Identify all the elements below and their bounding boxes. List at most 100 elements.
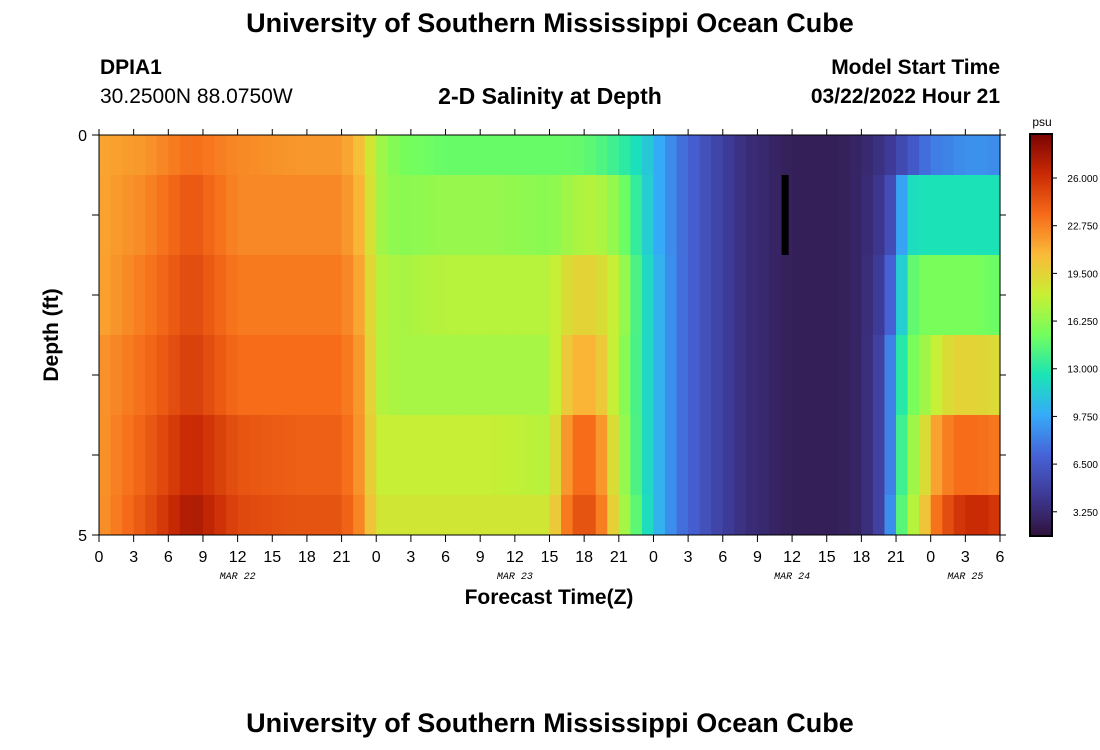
heatmap-cell [191, 415, 204, 496]
heatmap-cell [422, 415, 435, 496]
heatmap-cell [549, 495, 562, 536]
heatmap-cell [145, 135, 158, 176]
heatmap-cell [537, 175, 551, 256]
heatmap-cell [283, 255, 296, 336]
heatmap-cell [861, 335, 874, 416]
heatmap-cell [318, 255, 331, 336]
heatmap-cell [641, 495, 655, 536]
heatmap-cell [122, 495, 135, 536]
heatmap-cell [480, 415, 493, 496]
heatmap-cell [433, 415, 447, 496]
heatmap-cell [537, 495, 551, 536]
x-tick-label: 6 [441, 549, 450, 566]
heatmap-cell [919, 135, 932, 176]
heatmap-cell [191, 175, 204, 256]
heatmap-cell [584, 175, 597, 256]
heatmap-cell [99, 335, 112, 416]
heatmap-cell [202, 335, 216, 416]
x-tick-label: 21 [887, 549, 905, 566]
heatmap-cell [953, 335, 966, 416]
x-tick-label: 18 [852, 549, 870, 566]
heatmap-cell [872, 135, 886, 176]
heatmap-cell [145, 495, 158, 536]
heatmap-cell [792, 135, 805, 176]
heatmap-cell [526, 175, 539, 256]
heatmap-cell [260, 495, 273, 536]
heatmap-cell [433, 175, 447, 256]
heatmap-cell [965, 415, 978, 496]
heatmap-cell [607, 135, 620, 176]
heatmap-cell [630, 495, 643, 536]
x-tick-label: 15 [541, 549, 559, 566]
heatmap-cell [214, 135, 227, 176]
heatmap-cell [514, 175, 527, 256]
heatmap-cell [387, 415, 400, 496]
colorbar-tick-label: 9.750 [1073, 412, 1098, 423]
heatmap-cell [976, 175, 990, 256]
heatmap-cell [688, 255, 701, 336]
heatmap-cell [399, 335, 412, 416]
heatmap-cell [226, 255, 239, 336]
heatmap-cell [133, 335, 146, 416]
heatmap-cell [930, 335, 943, 416]
heatmap-cells [99, 135, 1001, 536]
heatmap-cell [318, 335, 331, 416]
heatmap-cell [537, 335, 551, 416]
heatmap-cell [884, 135, 897, 176]
heatmap-cell [699, 255, 712, 336]
heatmap-cell [607, 255, 620, 336]
heatmap-cell [514, 255, 527, 336]
heatmap-cell [861, 175, 874, 256]
heatmap-cell [364, 335, 377, 416]
heatmap-cell [665, 135, 678, 176]
heatmap-cell [849, 495, 862, 536]
heatmap-cell [745, 175, 759, 256]
heatmap-cell [468, 255, 481, 336]
heatmap-cell [792, 495, 805, 536]
heatmap-cell [283, 335, 296, 416]
heatmap-cell [526, 255, 539, 336]
heatmap-cell [410, 175, 424, 256]
heatmap-cell [699, 175, 712, 256]
heatmap-cell [815, 135, 828, 176]
heatmap-cell [306, 255, 320, 336]
heatmap-cell [653, 415, 666, 496]
heatmap-cell [237, 255, 250, 336]
heatmap-cell [734, 495, 747, 536]
heatmap-cell [572, 175, 585, 256]
heatmap-cell [353, 335, 366, 416]
heatmap-cell [618, 495, 631, 536]
heatmap-cell [168, 415, 181, 496]
heatmap-cell [364, 495, 377, 536]
heatmap-cell [884, 335, 897, 416]
heatmap-cell [272, 415, 285, 496]
heatmap-cell [861, 255, 874, 336]
heatmap-cell [226, 135, 239, 176]
heatmap-cell [630, 135, 643, 176]
heatmap-cell [595, 335, 608, 416]
heatmap-cell [676, 175, 689, 256]
heatmap-cell [237, 135, 250, 176]
axes: 0 3 6 9 12 15 18 21 0 3 6 9 12 15 18 21 0 3 6 9 12 15 18 21 0 3 6 M… [78, 128, 1006, 583]
heatmap-cell [410, 415, 424, 496]
heatmap-cell [711, 415, 724, 496]
heatmap-cell [988, 415, 1001, 496]
heatmap-cell [145, 175, 158, 256]
heatmap-cell [272, 255, 285, 336]
heatmap-cell [110, 255, 123, 336]
heatmap-cell [896, 135, 909, 176]
heatmap-cell [734, 135, 747, 176]
heatmap-cell [549, 415, 562, 496]
position-marker-group [781, 175, 789, 255]
heatmap-cell [953, 135, 966, 176]
heatmap-cell [480, 255, 493, 336]
heatmap-cell [133, 495, 146, 536]
heatmap-cell [688, 135, 701, 176]
heatmap-cell [930, 135, 943, 176]
heatmap-cell [618, 175, 631, 256]
heatmap-cell [376, 415, 389, 496]
heatmap-cell [341, 415, 354, 496]
heatmap-cell [699, 415, 712, 496]
heatmap-cell [387, 135, 400, 176]
heatmap-cell [803, 255, 816, 336]
